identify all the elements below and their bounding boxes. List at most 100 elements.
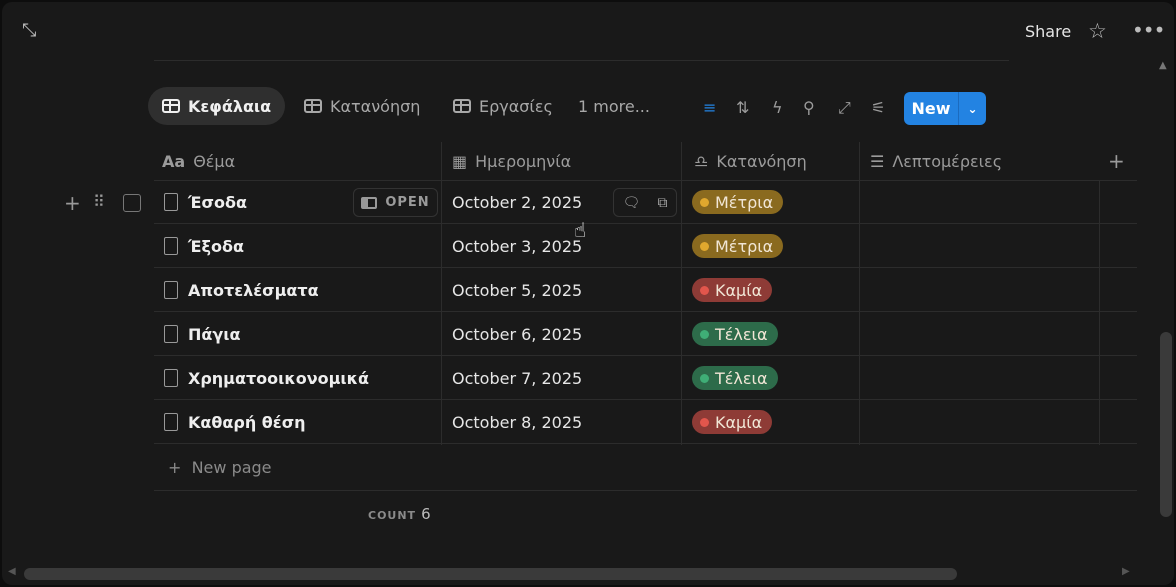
scroll-up-icon[interactable]: ▲: [1159, 60, 1167, 71]
status-badge[interactable]: Μέτρια: [692, 190, 784, 214]
row-title[interactable]: Έξοδα: [188, 236, 244, 256]
status-badge[interactable]: Τέλεια: [692, 366, 778, 390]
date-cell[interactable]: October 7, 2025: [452, 368, 583, 388]
page-icon: [164, 325, 178, 343]
new-button-label[interactable]: New: [904, 92, 959, 125]
sort-icon[interactable]: ⇅: [736, 98, 750, 117]
divider: [441, 142, 442, 445]
more-icon[interactable]: •••: [1132, 18, 1165, 42]
status-badge[interactable]: Μέτρια: [692, 234, 784, 258]
date-cell[interactable]: October 5, 2025: [452, 280, 583, 300]
page-icon: [164, 281, 178, 299]
divider: [859, 142, 860, 445]
side-peek-icon: [361, 196, 378, 209]
title-cell[interactable]: Έσοδα: [164, 180, 247, 224]
divider: [154, 311, 1137, 312]
title-cell[interactable]: Αποτελέσματα: [164, 268, 319, 312]
column-header-understanding[interactable]: ♎ Κατανόηση: [694, 142, 807, 180]
table-row[interactable]: Αποτελέσματα October 5, 2025 Καμία: [154, 268, 1137, 312]
status-dot: [700, 373, 709, 383]
scroll-left-icon[interactable]: ◀: [8, 566, 16, 577]
status-dot: [700, 285, 709, 295]
open-label: OPEN: [385, 195, 430, 210]
date-cell[interactable]: October 6, 2025: [452, 324, 583, 344]
new-page-label[interactable]: New page: [191, 458, 272, 477]
status-badge[interactable]: Καμία: [692, 278, 773, 302]
page-icon: [164, 193, 178, 211]
status-label: Μέτρια: [715, 236, 774, 256]
table-row[interactable]: Καθαρή θέση October 8, 2025 Καμία: [154, 400, 1137, 444]
column-label: Ημερομηνία: [475, 151, 572, 171]
title-cell[interactable]: Χρηματοοικονομικά: [164, 356, 369, 400]
table-icon: [304, 99, 322, 113]
expand-icon[interactable]: ⤡: [22, 20, 37, 41]
count-label: COUNT: [368, 509, 417, 522]
divider: [154, 443, 1137, 444]
tab-ergasies[interactable]: Εργασίες: [439, 87, 567, 125]
row-checkbox[interactable]: [123, 194, 141, 212]
count-value: 6: [421, 505, 431, 523]
open-full-page-icon[interactable]: ⤢: [838, 98, 851, 117]
text-lines-icon: ☰: [870, 151, 885, 171]
text-icon: Aa: [162, 151, 186, 171]
add-column-icon[interactable]: +: [1108, 149, 1125, 173]
search-icon[interactable]: ⚲: [803, 98, 815, 117]
status-dot: [700, 329, 709, 339]
table-row[interactable]: Έσοδα October 2, 2025 Μέτρια: [154, 180, 1137, 224]
row-title[interactable]: Χρηματοοικονομικά: [188, 368, 369, 388]
tab-katanoisi[interactable]: Κατανόηση: [290, 87, 434, 125]
new-page-button[interactable]: + New page: [168, 458, 272, 477]
row-title[interactable]: Καθαρή θέση: [188, 412, 306, 432]
filter-icon[interactable]: ≡: [703, 98, 717, 117]
table-row[interactable]: Πάγια October 6, 2025 Τέλεια: [154, 312, 1137, 356]
column-header-title[interactable]: Aa Θέμα: [162, 142, 235, 180]
divider: [154, 490, 1137, 491]
row-title[interactable]: Αποτελέσματα: [188, 280, 319, 300]
settings-icon[interactable]: ⚟: [871, 98, 886, 117]
more-views-button[interactable]: 1 more...: [578, 96, 650, 116]
divider: [1099, 180, 1100, 445]
divider: [154, 180, 1137, 181]
table-row[interactable]: Έξοδα October 3, 2025 Μέτρια: [154, 224, 1137, 268]
date-cell[interactable]: October 8, 2025: [452, 412, 583, 432]
column-header-details[interactable]: ☰ Λεπτομέρειες: [870, 142, 1002, 180]
column-label: Λεπτομέρειες: [892, 151, 1003, 171]
table-icon: [453, 99, 471, 113]
count-summary[interactable]: COUNT 6: [368, 504, 431, 523]
vertical-scrollbar[interactable]: [1160, 332, 1172, 517]
chevron-down-icon[interactable]: ⌄: [967, 101, 978, 116]
scroll-right-icon[interactable]: ▶: [1122, 566, 1130, 577]
calendar-icon: ▦: [452, 151, 468, 171]
status-label: Τέλεια: [715, 324, 768, 344]
column-label: Κατανόηση: [716, 151, 807, 171]
table-row[interactable]: Χρηματοοικονομικά October 7, 2025 Τέλεια: [154, 356, 1137, 400]
column-header-date[interactable]: ▦ Ημερομηνία: [452, 142, 571, 180]
title-cell[interactable]: Καθαρή θέση: [164, 400, 306, 444]
status-badge[interactable]: Τέλεια: [692, 322, 778, 346]
title-cell[interactable]: Πάγια: [164, 312, 241, 356]
share-button[interactable]: Share: [1025, 22, 1072, 41]
status-dot: [700, 417, 709, 427]
brain-icon: ♎: [694, 151, 709, 171]
copy-icon[interactable]: ⧉: [657, 194, 668, 211]
row-title[interactable]: Πάγια: [188, 324, 241, 344]
status-badge[interactable]: Καμία: [692, 410, 773, 434]
open-button[interactable]: OPEN: [353, 188, 438, 217]
star-icon[interactable]: ☆: [1088, 19, 1107, 43]
drag-handle-icon[interactable]: ⠿: [93, 192, 105, 211]
mouse-cursor-icon: ☝: [574, 218, 587, 242]
add-row-icon[interactable]: +: [64, 191, 81, 215]
row-title[interactable]: Έσοδα: [188, 192, 247, 212]
title-cell[interactable]: Έξοδα: [164, 224, 244, 268]
comment-icon[interactable]: 🗨: [622, 194, 641, 211]
date-cell[interactable]: October 2, 2025: [452, 192, 583, 212]
horizontal-scrollbar[interactable]: [24, 568, 957, 580]
date-cell[interactable]: October 3, 2025: [452, 236, 583, 256]
divider: [154, 60, 1009, 61]
automation-icon[interactable]: ϟ: [772, 98, 783, 117]
new-button[interactable]: New ⌄: [904, 92, 986, 125]
divider: [681, 142, 682, 445]
divider: [154, 267, 1137, 268]
tab-kefalaia[interactable]: Κεφάλαια: [148, 87, 286, 125]
